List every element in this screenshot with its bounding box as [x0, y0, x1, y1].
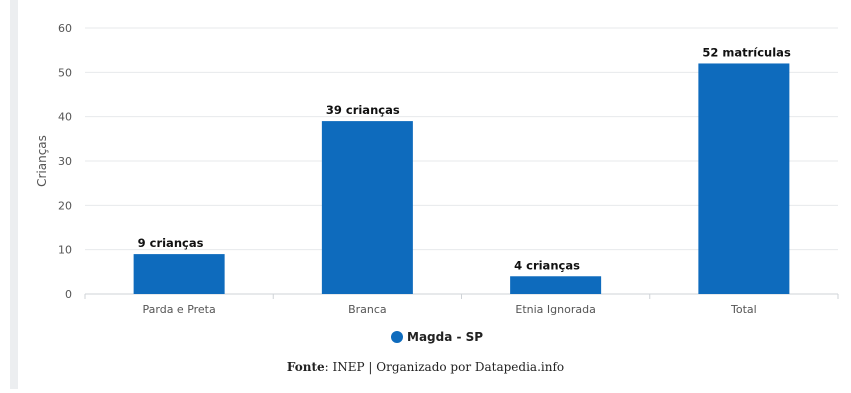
source-note: Fonte: INEP | Organizado por Datapedia.i…: [0, 360, 851, 374]
legend-series-name: Magda - SP: [407, 330, 483, 344]
y-tick-label: 0: [65, 288, 72, 301]
y-tick-label: 60: [58, 22, 72, 35]
y-tick-label: 50: [58, 66, 72, 79]
side-divider: [10, 0, 18, 389]
bars: [133, 63, 790, 294]
bar[interactable]: [321, 121, 413, 294]
source-text: : INEP | Organizado por Datapedia.info: [324, 360, 565, 374]
data-label: 9 crianças: [138, 236, 204, 250]
x-tick-label: Parda e Preta: [143, 303, 216, 316]
data-label: 39 crianças: [326, 103, 400, 117]
bar[interactable]: [133, 254, 225, 294]
y-tick-label: 40: [58, 111, 72, 124]
data-label: 4 crianças: [514, 258, 580, 272]
legend[interactable]: Magda - SP: [391, 330, 483, 344]
x-tick-label: Etnia Ignorada: [515, 303, 595, 316]
y-tick-label: 10: [58, 244, 72, 257]
data-label: 52 matrículas: [702, 45, 791, 59]
bar[interactable]: [510, 276, 602, 294]
y-axis-ticks: 0 10 20 30 40 50 60: [58, 22, 72, 301]
y-tick-label: 30: [58, 155, 72, 168]
y-axis-label: Crianças: [35, 135, 49, 187]
bar[interactable]: [698, 63, 790, 294]
source-label: Fonte: [286, 360, 325, 374]
y-tick-label: 20: [58, 199, 72, 212]
x-tick-label: Branca: [348, 303, 387, 316]
x-tick-label: Total: [730, 303, 757, 316]
x-axis: Parda e Preta Branca Etnia Ignorada Total: [84, 294, 839, 316]
data-labels: 9 crianças 39 crianças 4 crianças 52 matríc…: [138, 45, 791, 272]
legend-marker-icon: [391, 331, 403, 343]
